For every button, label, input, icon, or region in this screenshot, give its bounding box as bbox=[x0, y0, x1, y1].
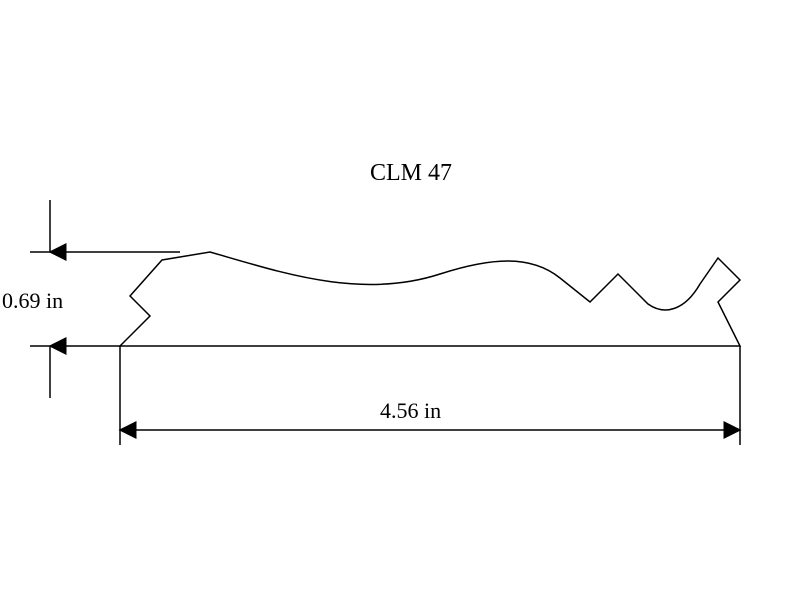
height-dimension-label: 0.69 in bbox=[2, 288, 63, 314]
part-title: CLM 47 bbox=[370, 160, 452, 187]
profile-drawing bbox=[0, 0, 800, 600]
width-dimension-label: 4.56 in bbox=[380, 398, 441, 424]
moulding-profile bbox=[120, 252, 740, 346]
